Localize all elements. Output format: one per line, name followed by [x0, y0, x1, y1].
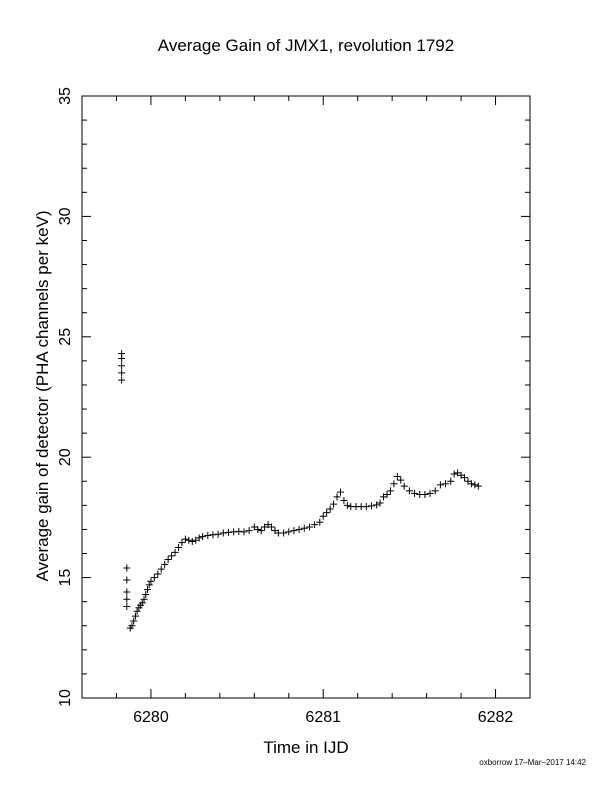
data-point [316, 518, 324, 526]
data-point [188, 537, 196, 545]
data-point [257, 527, 265, 535]
data-point [240, 528, 248, 536]
data-point [426, 489, 434, 497]
data-point [386, 487, 394, 495]
data-point [431, 487, 439, 495]
data-point [161, 560, 169, 568]
data-point [150, 574, 158, 582]
axis-tick-labels: 6280 6281 6282 10 15 20 25 30 35 [57, 87, 513, 726]
data-point [305, 523, 313, 531]
data-point [362, 503, 370, 511]
data-point [319, 512, 327, 520]
y-axis-label: Average gain of detector (PHA channels p… [33, 210, 52, 582]
chart-title: Average Gain of JMX1, revolution 1792 [157, 36, 455, 55]
data-point [133, 607, 141, 615]
x-tick-label: 6281 [305, 709, 341, 726]
data-point [285, 528, 293, 536]
data-point [442, 480, 450, 488]
data-point [118, 354, 126, 362]
data-point [245, 527, 253, 535]
data-point [171, 548, 179, 556]
data-point [450, 470, 458, 478]
data-point [178, 539, 186, 547]
axis-ticks [81, 95, 531, 699]
y-tick-label: 35 [57, 87, 74, 105]
x-axis-label: Time in IJD [263, 738, 349, 757]
footer-stamp: oxborrow 17–Mar–2017 14:42 [479, 758, 586, 767]
data-point [185, 536, 193, 544]
data-point [311, 521, 319, 529]
data-point [333, 493, 341, 501]
data-point [123, 602, 131, 610]
data-point [400, 482, 408, 490]
data-point [373, 501, 381, 509]
data-point [295, 525, 303, 533]
data-point [147, 577, 155, 585]
data-point [336, 488, 344, 496]
data-point [376, 499, 384, 507]
data-point [474, 482, 482, 490]
data-point [254, 525, 262, 533]
data-point [118, 369, 126, 377]
data-point [157, 565, 165, 573]
data-point [471, 481, 479, 489]
data-point [383, 491, 391, 499]
data-point [326, 505, 334, 513]
data-point [130, 617, 138, 625]
data-point [290, 527, 298, 535]
y-tick-label: 25 [57, 328, 74, 346]
data-point [145, 581, 153, 589]
data-point [330, 500, 338, 508]
data-point [168, 552, 176, 560]
x-tick-label: 6280 [133, 709, 169, 726]
data-point [195, 534, 203, 542]
data-point [118, 376, 126, 384]
data-point [268, 523, 276, 531]
data-points [118, 350, 482, 632]
data-point [138, 599, 146, 607]
data-point [280, 529, 288, 537]
y-tick-label: 20 [57, 448, 74, 466]
y-tick-label: 30 [57, 207, 74, 225]
data-point [174, 544, 182, 551]
data-point [123, 564, 131, 572]
data-point [140, 595, 148, 603]
data-point [123, 576, 131, 584]
data-point [421, 491, 429, 499]
data-point [219, 529, 227, 537]
data-point [467, 480, 475, 488]
data-point [131, 612, 139, 620]
data-point [118, 362, 126, 370]
data-point [181, 535, 189, 543]
data-point [204, 531, 212, 539]
data-point [154, 570, 162, 578]
data-point [123, 595, 131, 603]
data-point [397, 476, 405, 484]
data-point [405, 487, 413, 495]
data-point [367, 502, 375, 510]
data-point [123, 588, 131, 596]
data-point [393, 472, 401, 480]
data-point [323, 509, 331, 517]
x-tick-label: 6282 [478, 709, 514, 726]
data-point [164, 556, 172, 564]
plot-frame [81, 95, 531, 699]
data-point [390, 480, 398, 488]
data-point [300, 524, 308, 532]
data-point [199, 533, 207, 541]
data-point [436, 481, 444, 489]
y-tick-label: 15 [57, 569, 74, 587]
data-point [411, 489, 419, 497]
data-point [143, 586, 151, 594]
data-point [461, 474, 469, 482]
data-point [343, 501, 351, 509]
data-point [340, 497, 348, 505]
y-tick-label: 10 [57, 689, 74, 707]
data-point [447, 477, 455, 485]
data-point [128, 622, 136, 630]
data-point [214, 530, 222, 538]
data-point [142, 590, 150, 598]
